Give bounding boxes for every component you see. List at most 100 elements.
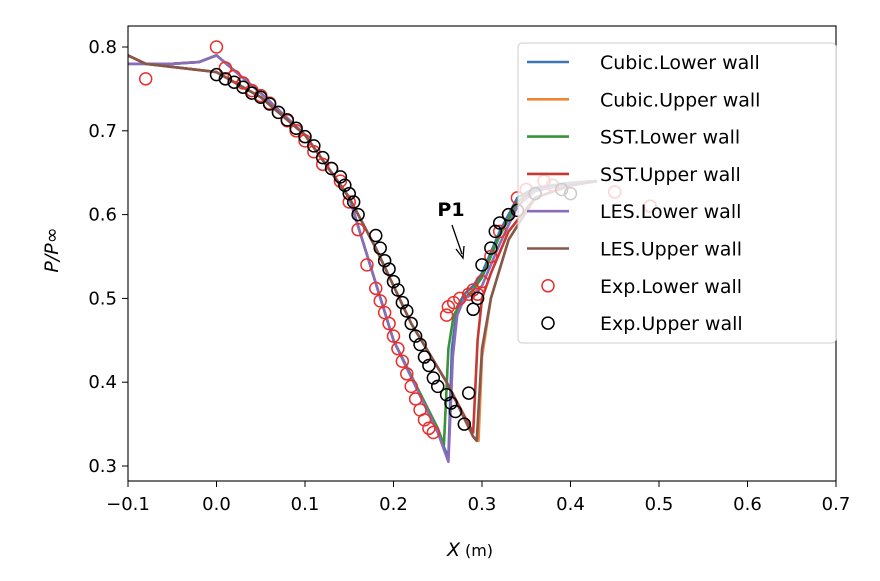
data-point-exp-upper-wall bbox=[400, 304, 414, 318]
x-tick-label: −0.1 bbox=[106, 494, 150, 515]
data-point-exp-upper-wall bbox=[280, 113, 295, 127]
data-point-exp-lower-wall bbox=[236, 76, 250, 90]
x-tick-label: 0.5 bbox=[645, 494, 674, 515]
legend-item: Exp.Upper wall bbox=[541, 313, 743, 335]
legend-marker bbox=[541, 279, 555, 293]
data-point-exp-lower-wall bbox=[209, 40, 224, 54]
data-point-exp-upper-wall bbox=[373, 241, 387, 255]
legend-label: LES.Upper wall bbox=[600, 239, 742, 261]
x-axis-label: X (m) bbox=[446, 539, 493, 561]
data-point-exp-upper-wall bbox=[431, 379, 445, 394]
x-tick-label: 0.2 bbox=[379, 494, 408, 515]
data-point-exp-upper-wall bbox=[333, 170, 348, 184]
data-point-exp-upper-wall bbox=[298, 129, 312, 144]
legend-label: Exp.Upper wall bbox=[600, 313, 743, 335]
annotation-p1: P1 bbox=[437, 199, 465, 260]
legend-label: Cubic.Upper wall bbox=[600, 89, 760, 111]
legend: Cubic.Lower wall Cubic.Upper wall SST.Lowe… bbox=[517, 42, 837, 344]
data-point-exp-lower-wall bbox=[404, 379, 418, 394]
data-point-exp-lower-wall bbox=[218, 61, 233, 75]
data-point-exp-upper-wall bbox=[245, 86, 259, 100]
data-point-exp-upper-wall bbox=[209, 67, 224, 82]
data-point-exp-lower-wall bbox=[426, 425, 441, 440]
data-point-exp-upper-wall bbox=[346, 195, 361, 209]
data-point-exp-upper-wall bbox=[484, 241, 498, 255]
annotation-arrow bbox=[451, 224, 463, 255]
y-tick-label: 0.5 bbox=[88, 288, 117, 309]
legend-item: LES.Upper wall bbox=[527, 239, 742, 261]
x-tick-label: 0.1 bbox=[291, 494, 320, 515]
data-point-exp-lower-wall bbox=[138, 72, 153, 86]
data-point-exp-lower-wall bbox=[227, 69, 241, 84]
data-point-exp-upper-wall bbox=[391, 283, 405, 297]
legend-box bbox=[517, 42, 837, 344]
legend-item: Exp.Lower wall bbox=[541, 276, 742, 298]
data-point-exp-upper-wall bbox=[324, 161, 339, 176]
data-point-exp-lower-wall bbox=[417, 413, 432, 427]
data-point-exp-upper-wall bbox=[338, 178, 352, 193]
data-point-exp-upper-wall bbox=[369, 228, 383, 243]
data-point-exp-lower-wall bbox=[453, 291, 467, 306]
data-point-exp-upper-wall bbox=[501, 207, 516, 222]
data-point-exp-lower-wall bbox=[342, 195, 356, 209]
data-point-exp-lower-wall bbox=[461, 287, 476, 301]
data-point-exp-upper-wall bbox=[262, 97, 277, 111]
data-point-exp-upper-wall bbox=[395, 295, 410, 310]
arrowhead-icon bbox=[455, 245, 465, 260]
data-point-exp-upper-wall bbox=[492, 216, 507, 230]
data-point-exp-upper-wall bbox=[422, 358, 436, 373]
data-point-exp-upper-wall bbox=[404, 316, 418, 331]
data-point-exp-upper-wall bbox=[488, 224, 503, 239]
data-point-exp-lower-wall bbox=[466, 283, 480, 297]
y-tick-label: 0.7 bbox=[88, 121, 117, 142]
data-point-exp-upper-wall bbox=[254, 90, 268, 105]
data-point-exp-upper-wall bbox=[448, 404, 463, 419]
x-tick-label: 0.6 bbox=[733, 494, 762, 515]
data-point-exp-upper-wall bbox=[289, 121, 303, 136]
legend-label: LES.Lower wall bbox=[600, 201, 741, 223]
x-axis: −0.1 0.0 0.1 0.2 0.3 0.4 0.5 0.6 0.7 bbox=[106, 481, 850, 515]
data-point-exp-lower-wall bbox=[395, 354, 410, 368]
x-tick-label: 0.7 bbox=[822, 494, 851, 515]
data-point-exp-lower-wall bbox=[470, 287, 485, 301]
data-point-exp-upper-wall bbox=[386, 274, 401, 289]
y-axis: 0.3 0.4 0.5 0.6 0.7 0.8 bbox=[88, 37, 128, 477]
data-point-exp-upper-wall bbox=[426, 371, 441, 385]
data-point-exp-upper-wall bbox=[413, 337, 427, 352]
x-tick-label: 0.4 bbox=[556, 494, 585, 515]
data-point-exp-lower-wall bbox=[373, 294, 387, 308]
data-point-exp-upper-wall bbox=[271, 105, 286, 120]
annotation-label: P1 bbox=[437, 199, 464, 221]
data-point-exp-upper-wall bbox=[218, 72, 233, 86]
legend-marker bbox=[541, 316, 555, 330]
data-point-exp-lower-wall bbox=[369, 281, 383, 296]
data-point-exp-lower-wall bbox=[475, 274, 489, 289]
data-point-exp-lower-wall bbox=[492, 224, 507, 239]
data-point-exp-upper-wall bbox=[457, 417, 472, 431]
x-tick-label: 0.0 bbox=[202, 494, 231, 515]
data-point-exp-upper-wall bbox=[461, 386, 476, 400]
y-tick-label: 0.3 bbox=[88, 456, 117, 477]
y-axis-label: P/P∞ bbox=[41, 227, 63, 272]
data-point-exp-upper-wall bbox=[444, 396, 458, 410]
data-point-exp-lower-wall bbox=[439, 308, 454, 322]
legend-item: SST.Upper wall bbox=[527, 164, 741, 186]
data-point-exp-upper-wall bbox=[439, 388, 454, 402]
legend-item: LES.Lower wall bbox=[527, 201, 741, 223]
data-point-exp-lower-wall bbox=[351, 222, 365, 237]
data-point-exp-lower-wall bbox=[382, 316, 396, 331]
legend-item: Cubic.Upper wall bbox=[527, 89, 760, 111]
legend-item: Cubic.Lower wall bbox=[527, 52, 760, 74]
data-point-exp-lower-wall bbox=[422, 421, 436, 436]
legend-label: SST.Lower wall bbox=[600, 127, 740, 149]
y-tick-label: 0.6 bbox=[88, 205, 117, 226]
y-tick-label: 0.8 bbox=[88, 37, 117, 58]
data-point-exp-lower-wall bbox=[391, 341, 405, 356]
data-point-exp-upper-wall bbox=[408, 329, 423, 343]
legend-label: SST.Upper wall bbox=[600, 164, 741, 186]
data-point-exp-lower-wall bbox=[484, 249, 498, 264]
data-point-exp-upper-wall bbox=[351, 207, 365, 222]
data-point-exp-lower-wall bbox=[315, 157, 330, 172]
x-tick-label: 0.3 bbox=[468, 494, 497, 515]
